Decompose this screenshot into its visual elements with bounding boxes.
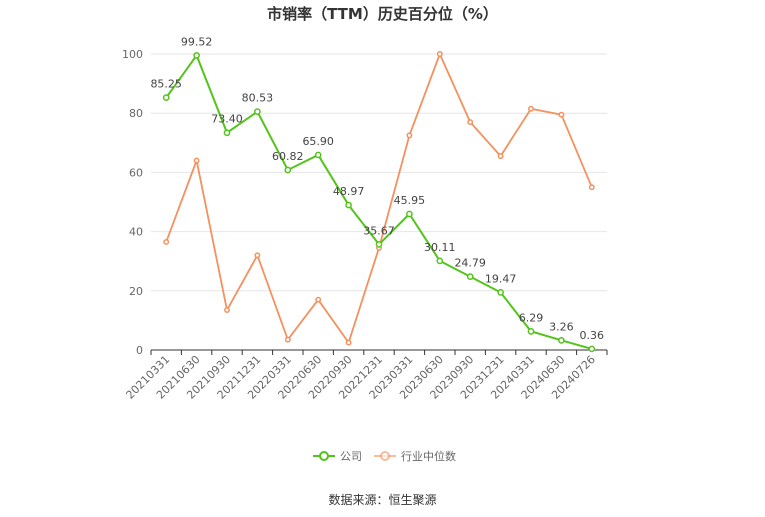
y-tick-label: 0 bbox=[136, 344, 143, 357]
data-point bbox=[558, 337, 565, 344]
legend: 公司 行业中位数 bbox=[0, 446, 765, 466]
data-label: 30.11 bbox=[424, 241, 456, 254]
data-point bbox=[527, 328, 535, 335]
data-point bbox=[497, 153, 504, 160]
data-label: 60.82 bbox=[272, 150, 304, 163]
gridlines bbox=[151, 53, 607, 292]
data-point bbox=[162, 94, 170, 102]
data-labels: 85.25 99.52 73.40 80.53 60.82 65.90 48.97 35.67… bbox=[150, 35, 604, 342]
data-point bbox=[528, 105, 534, 112]
legend-industry-icon bbox=[374, 451, 396, 461]
data-label: 48.97 bbox=[333, 185, 365, 198]
series-line bbox=[165, 51, 593, 345]
data-point bbox=[588, 345, 596, 353]
data-point bbox=[436, 51, 443, 57]
y-tick-label: 20 bbox=[129, 285, 143, 298]
data-point bbox=[497, 289, 504, 296]
data-point bbox=[284, 166, 292, 174]
data-label: 65.90 bbox=[302, 135, 334, 148]
series-company bbox=[162, 52, 596, 353]
data-point bbox=[406, 210, 413, 218]
data-point bbox=[314, 151, 322, 159]
legend-item-industry[interactable]: 行业中位数 bbox=[374, 446, 456, 466]
data-point bbox=[345, 339, 352, 346]
data-point bbox=[467, 119, 474, 126]
data-point bbox=[436, 257, 444, 265]
data-point bbox=[224, 307, 230, 313]
data-point bbox=[315, 296, 322, 303]
series-industry bbox=[163, 51, 595, 346]
data-point bbox=[193, 157, 200, 164]
data-label: 35.67 bbox=[363, 224, 395, 237]
data-point bbox=[254, 252, 261, 259]
y-tick-label: 40 bbox=[129, 226, 143, 239]
y-tick-label: 80 bbox=[129, 107, 143, 120]
chart-title: 市销率（TTM）历史百分位（%） bbox=[267, 5, 498, 23]
data-point bbox=[558, 111, 565, 118]
data-label: 85.25 bbox=[150, 78, 182, 91]
y-tick-label: 100 bbox=[122, 48, 143, 61]
y-axis: 0 20 40 60 80 100 bbox=[122, 48, 143, 357]
legend-company-label: 公司 bbox=[340, 450, 362, 463]
data-point bbox=[163, 239, 170, 245]
data-label: 24.79 bbox=[454, 257, 486, 270]
data-label: 6.29 bbox=[519, 311, 544, 324]
data-point bbox=[406, 132, 413, 139]
series-layer bbox=[162, 51, 596, 353]
legend-item-company[interactable]: 公司 bbox=[313, 446, 362, 466]
data-point bbox=[193, 52, 200, 59]
x-axis: 2021033120210630202109302021123120220331… bbox=[124, 349, 608, 402]
data-point bbox=[254, 108, 261, 115]
data-label: 80.53 bbox=[242, 92, 274, 105]
data-label: 99.52 bbox=[181, 35, 213, 48]
y-tick-label: 60 bbox=[129, 166, 143, 179]
data-label: 3.26 bbox=[549, 320, 574, 333]
legend-company-icon bbox=[313, 451, 335, 461]
data-label: 19.47 bbox=[485, 272, 517, 285]
data-point bbox=[284, 336, 291, 343]
data-label: 0.36 bbox=[580, 329, 605, 342]
data-point bbox=[466, 273, 474, 280]
legend-industry-label: 行业中位数 bbox=[401, 450, 456, 463]
data-source: 数据来源：恒生聚源 bbox=[328, 493, 437, 507]
line-chart: 0 20 40 60 80 100 202103312021063020210930202… bbox=[122, 35, 608, 402]
data-point bbox=[345, 201, 352, 209]
data-point bbox=[375, 241, 383, 248]
data-label: 45.95 bbox=[394, 194, 426, 207]
data-point bbox=[223, 129, 231, 137]
data-label: 73.40 bbox=[211, 113, 243, 126]
data-point bbox=[588, 184, 595, 191]
